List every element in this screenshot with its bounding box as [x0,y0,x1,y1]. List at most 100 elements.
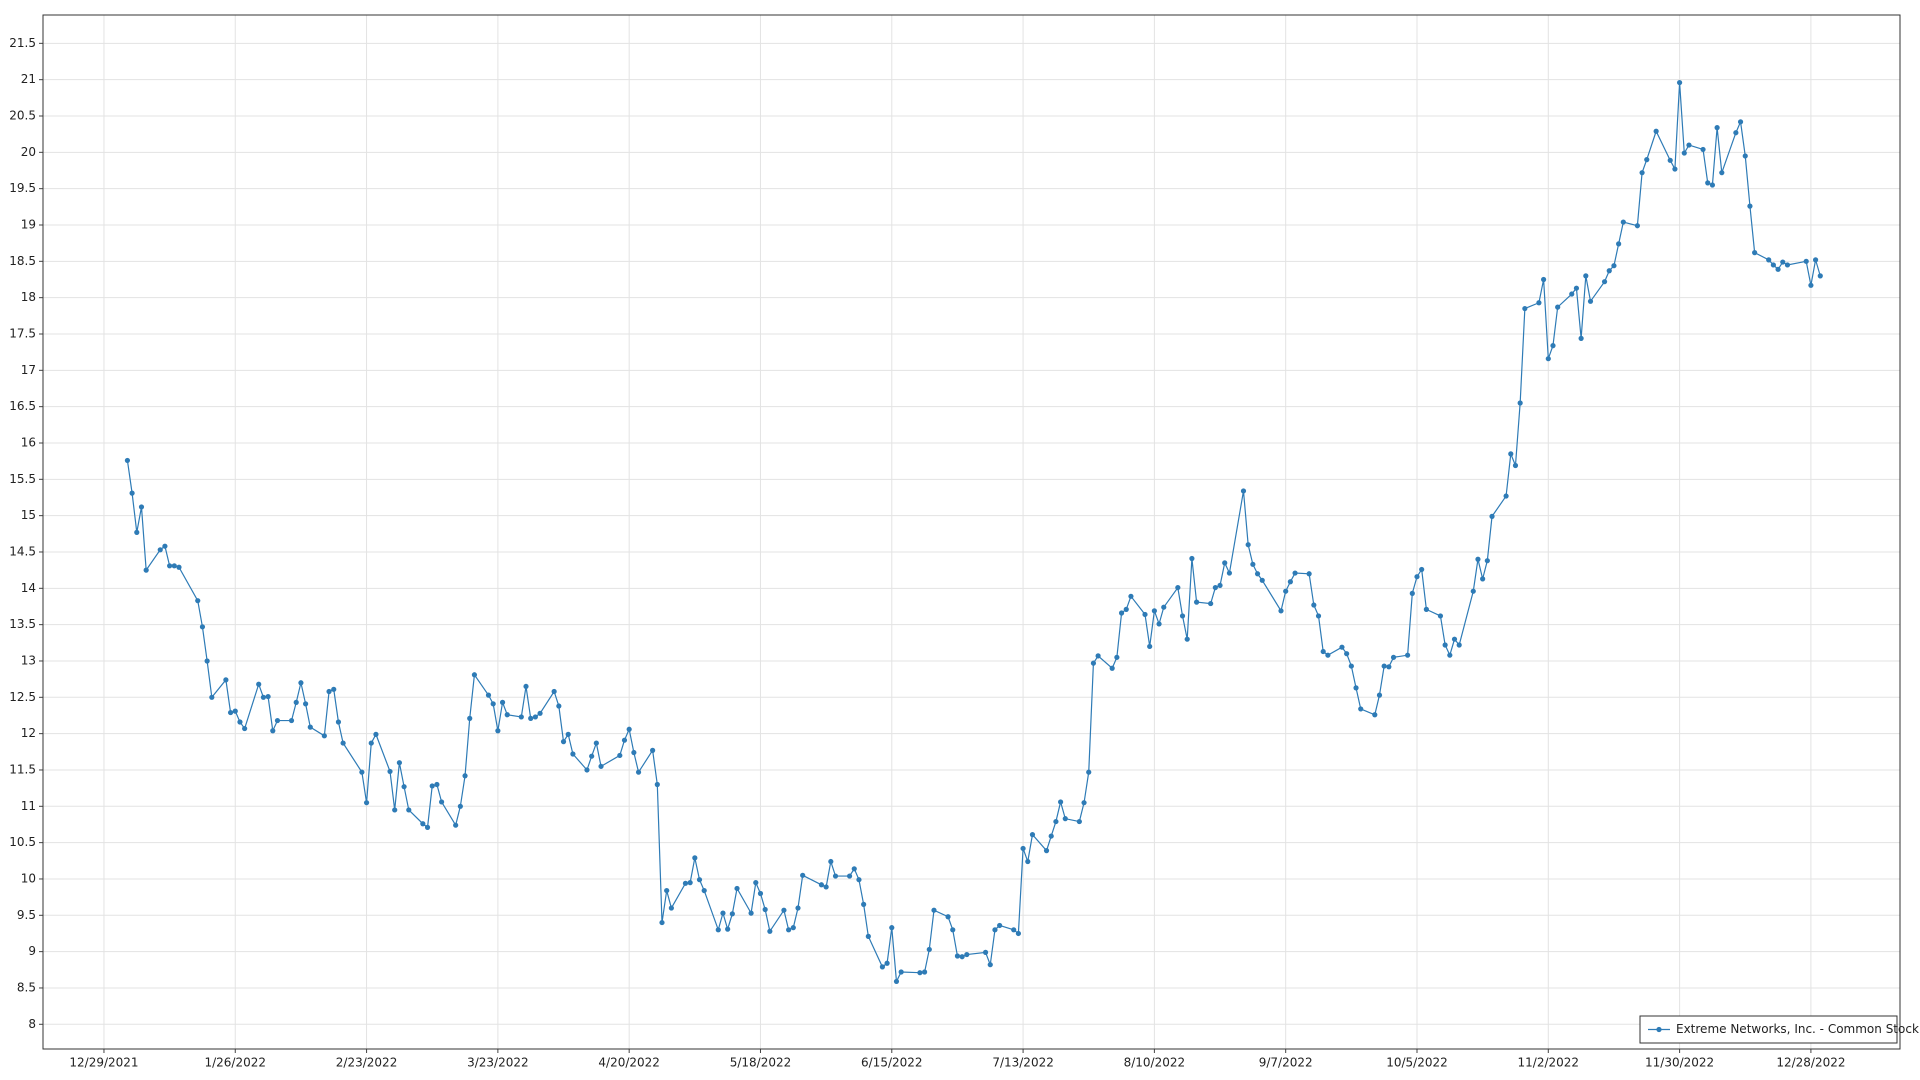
data-point [987,962,993,968]
data-point [321,733,327,739]
data-point [293,699,299,705]
data-point [232,708,238,714]
y-tick-label: 8.5 [17,980,36,994]
data-point [1672,166,1678,172]
data-point [856,877,862,883]
data-point [1569,291,1575,297]
data-point [1372,712,1378,718]
data-point [664,887,670,894]
data-point [1226,570,1233,576]
data-point [654,781,660,788]
data-point [471,672,478,678]
data-point [748,910,754,916]
y-tick-label: 8 [28,1017,36,1031]
data-point [1442,642,1448,648]
data-point [1512,462,1519,469]
data-point [256,681,262,687]
data-point [1259,577,1265,583]
legend-box [1639,1015,1898,1044]
data-point [823,884,829,890]
x-tick-label: 11/2/2022 [1518,1056,1580,1070]
data-point [715,927,721,933]
y-tick-label: 20 [21,145,36,159]
y-tick-label: 12.5 [9,690,36,704]
series-line [126,82,1821,984]
data-point [954,953,961,959]
data-point [687,880,693,886]
data-point [1118,610,1125,616]
legend: Extreme Networks, Inc. - Common Stock [1639,1015,1919,1044]
data-point [1419,566,1425,573]
data-point [1700,146,1706,153]
data-point [396,760,402,766]
data-point [434,781,440,788]
data-point [795,905,801,911]
x-tick-label: 7/13/2022 [992,1056,1054,1070]
data-point [363,800,370,806]
data-point [143,567,149,573]
data-point [950,927,956,933]
data-point [1456,642,1462,648]
data-point [453,822,459,828]
data-point [1142,611,1148,618]
data-point [373,731,379,737]
data-point [1676,79,1683,86]
data-point [1311,602,1317,608]
data-point [626,726,632,732]
data-point [1620,219,1626,225]
data-point [997,922,1003,929]
data-point [790,925,796,931]
data-point [917,970,923,976]
data-point [490,701,496,707]
y-tick-label: 13 [21,653,36,667]
data-point [1705,180,1711,186]
data-point [1409,590,1415,597]
data-point [204,658,210,664]
data-point [1667,157,1673,163]
data-point [157,547,163,553]
data-point [926,946,932,953]
data-point [298,680,304,686]
data-point [701,887,707,894]
y-tick-label: 11.5 [9,762,36,776]
data-point [631,749,637,756]
data-point [260,694,267,700]
data-point [1011,927,1017,933]
data-point [879,964,886,970]
data-point [424,824,431,830]
data-point [1644,157,1650,163]
x-tick-label: 6/15/2022 [861,1056,923,1070]
data-point [1686,142,1692,148]
data-point [1522,305,1528,312]
y-tick-label: 15.5 [9,472,36,486]
data-point [1376,692,1383,698]
data-point [1423,606,1429,612]
data-point [828,858,834,865]
data-point [1606,268,1612,274]
y-tick-label: 12 [21,726,36,740]
data-point [359,769,365,775]
data-point [1353,685,1359,691]
data-point [1306,571,1312,577]
data-point [335,719,342,725]
data-point [1358,706,1364,712]
data-point [1095,653,1101,659]
y-tick-label: 10.5 [9,835,36,849]
data-point [1076,818,1082,825]
data-point [265,693,271,700]
data-point [1109,665,1115,671]
data-point [1161,604,1167,610]
data-point [1719,170,1725,176]
data-point [617,752,623,759]
data-point [227,709,234,716]
data-point [1175,584,1181,591]
data-point [195,598,201,604]
data-point [537,710,543,716]
data-point [1451,636,1458,642]
data-point [429,783,435,789]
data-point [992,927,998,933]
data-point [1714,125,1720,131]
data-point [176,564,182,570]
data-point [1770,262,1776,268]
data-point [1254,571,1261,577]
